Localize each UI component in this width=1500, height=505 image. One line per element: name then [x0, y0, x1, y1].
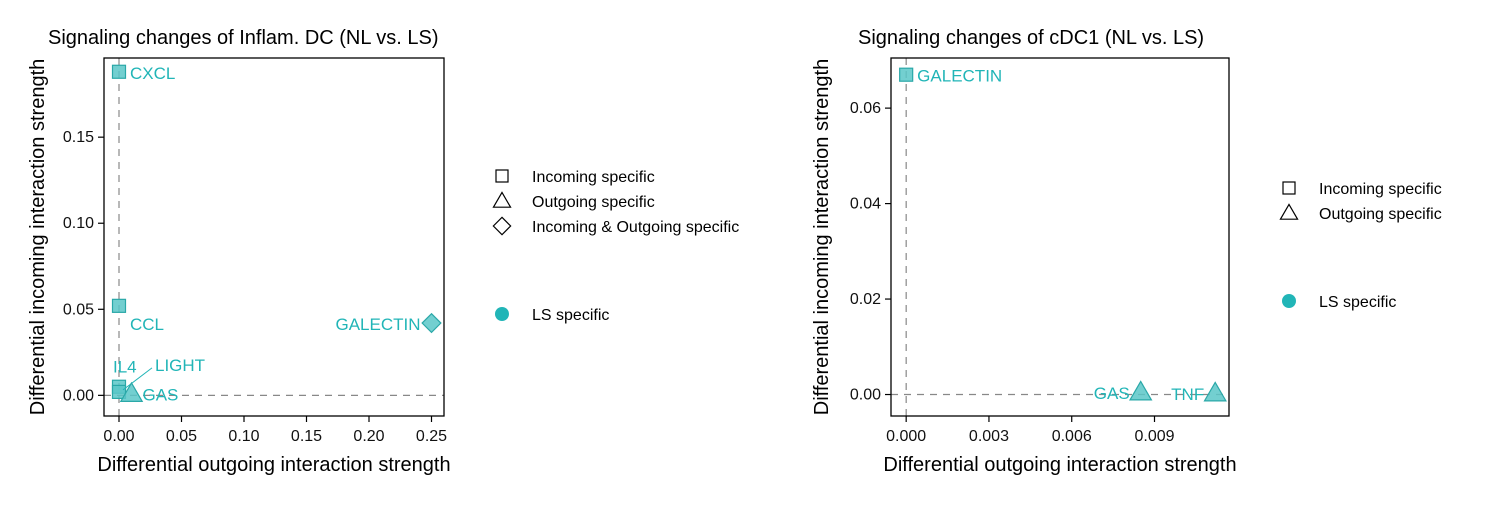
point-label-gas: GAS: [143, 386, 179, 405]
x-axis-label: Differential outgoing interaction streng…: [883, 454, 1236, 476]
chart-title: Signaling changes of Inflam. DC (NL vs. …: [48, 27, 439, 49]
y-tick-label: 0.10: [63, 215, 94, 232]
legend-group-dot: [1282, 294, 1296, 308]
x-tick-label: 0.25: [416, 428, 447, 445]
point-ccl: [111, 298, 127, 313]
legend-group-dot: [495, 307, 509, 321]
legend-group-label: LS specific: [1319, 294, 1396, 311]
chart-panel-1: Signaling changes of Inflam. DC (NL vs. …: [27, 27, 739, 476]
x-tick-label: 0.20: [353, 428, 384, 445]
x-tick-label: 0.009: [1134, 428, 1174, 445]
x-tick-label: 0.000: [886, 428, 926, 445]
point-label-galectin: GALECTIN: [917, 67, 1002, 86]
x-tick-label: 0.05: [166, 428, 197, 445]
legend-group-label: LS specific: [532, 307, 609, 324]
point-label-tnf: TNF: [1171, 385, 1204, 404]
y-tick-label: 0.06: [850, 100, 881, 117]
label-leader-light: [122, 367, 153, 391]
x-tick-label: 0.006: [1052, 428, 1092, 445]
x-tick-label: 0.00: [103, 428, 134, 445]
legend-label-diamond: Incoming & Outgoing specific: [532, 219, 739, 236]
y-tick-label: 0.02: [850, 291, 881, 308]
point-light: [111, 384, 127, 400]
point-gas: [1128, 380, 1153, 401]
x-tick-label: 0.003: [969, 428, 1009, 445]
point-galectin: [899, 67, 914, 82]
x-axis-label: Differential outgoing interaction streng…: [97, 454, 450, 476]
legend-square-icon: [495, 169, 509, 183]
y-axis-label: Differential incoming interaction streng…: [811, 59, 833, 415]
chart-title: Signaling changes of cDC1 (NL vs. LS): [858, 27, 1204, 49]
x-tick-label: 0.10: [228, 428, 259, 445]
chart-panel-2: Signaling changes of cDC1 (NL vs. LS) 0.0…: [811, 27, 1442, 476]
point-label-light: LIGHT: [155, 356, 205, 375]
legend-triangle-icon: [1279, 203, 1299, 220]
y-tick-label: 0.04: [850, 196, 881, 213]
legend-label-square: Incoming specific: [1319, 181, 1442, 198]
point-label-cxcl: CXCL: [130, 64, 175, 83]
point-gas: [119, 381, 144, 402]
y-tick-label: 0.15: [63, 129, 94, 146]
point-label-ccl: CCL: [130, 315, 164, 334]
legend-square-icon: [1282, 181, 1296, 195]
plot-frame: [103, 57, 445, 417]
point-tnf: [1203, 381, 1227, 402]
y-tick-label: 0.05: [63, 301, 94, 318]
y-axis-label: Differential incoming interaction streng…: [27, 59, 49, 415]
point-cxcl: [111, 64, 127, 79]
legend-label-square: Incoming specific: [532, 169, 655, 186]
point-label-galectin: GALECTIN: [335, 315, 420, 334]
y-tick-label: 0.00: [63, 387, 94, 404]
legend-triangle-icon: [492, 191, 512, 208]
point-label-il4: IL4: [113, 358, 137, 377]
x-tick-label: 0.15: [291, 428, 322, 445]
legend-label-triangle: Outgoing specific: [532, 194, 655, 211]
point-galectin: [421, 312, 442, 334]
y-tick-label: 0.00: [850, 387, 881, 404]
legend-diamond-icon: [492, 216, 512, 236]
point-label-gas: GAS: [1094, 384, 1130, 403]
legend-label-triangle: Outgoing specific: [1319, 206, 1442, 223]
plot-frame: [890, 57, 1230, 417]
